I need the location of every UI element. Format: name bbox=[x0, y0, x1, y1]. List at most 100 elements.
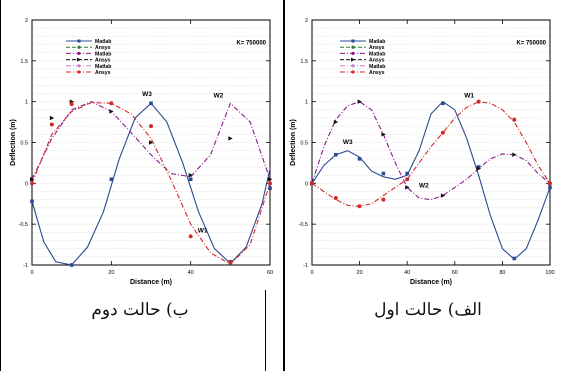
legend-label: Ansys bbox=[95, 70, 111, 76]
k-annotation: K= 750000 bbox=[516, 41, 546, 47]
data-point-marker bbox=[405, 177, 410, 182]
y-tick-label: -1 bbox=[23, 263, 28, 269]
data-point-marker bbox=[333, 119, 339, 125]
data-point-marker bbox=[512, 256, 517, 261]
y-axis-label: Deflection (m) bbox=[10, 119, 17, 166]
y-tick-label: -0.5 bbox=[19, 222, 28, 228]
legend-label: Ansys bbox=[369, 45, 385, 51]
caption-right: الف) حالت اول bbox=[374, 300, 482, 320]
left-caption-box-right-edge bbox=[265, 290, 266, 371]
data-point-marker bbox=[188, 177, 193, 182]
x-tick-label: 40 bbox=[188, 270, 194, 276]
y-axis-label: Deflection (m) bbox=[290, 119, 297, 166]
caption-left: ب) حالت دوم bbox=[91, 300, 189, 320]
data-point-marker bbox=[476, 165, 481, 169]
data-point-marker bbox=[30, 199, 34, 204]
y-tick-label: 0.5 bbox=[300, 141, 308, 147]
y-tick-label: 2 bbox=[305, 18, 308, 24]
data-point-marker bbox=[268, 186, 272, 191]
data-point-marker bbox=[334, 152, 338, 157]
y-tick-label: 1 bbox=[305, 100, 308, 106]
data-point-marker bbox=[188, 172, 194, 178]
series-line-2 bbox=[31, 101, 271, 180]
data-point-marker bbox=[109, 177, 114, 182]
data-point-marker bbox=[357, 204, 362, 209]
data-point-marker bbox=[333, 196, 338, 201]
x-tick-label: 20 bbox=[108, 270, 114, 276]
y-tick-label: 2 bbox=[25, 18, 28, 24]
data-point-marker bbox=[476, 166, 481, 171]
data-point-marker bbox=[228, 260, 233, 265]
mode-label: W1 bbox=[198, 227, 208, 234]
data-point-marker bbox=[476, 99, 481, 104]
data-point-marker bbox=[548, 185, 552, 190]
data-point-marker bbox=[440, 193, 446, 198]
data-point-marker bbox=[149, 101, 153, 106]
y-tick-label: -1 bbox=[303, 263, 308, 269]
data-point-marker bbox=[405, 185, 410, 190]
data-point-marker bbox=[381, 197, 386, 202]
legend-label: Matlab bbox=[95, 39, 111, 45]
legend-marker bbox=[77, 70, 81, 74]
series-line-2 bbox=[311, 101, 551, 201]
legend-label: Matlab bbox=[95, 64, 111, 70]
data-point-marker bbox=[512, 117, 517, 122]
legend-label: Ansys bbox=[369, 70, 385, 76]
legend-label: Matlab bbox=[369, 39, 385, 45]
x-tick-label: 60 bbox=[452, 270, 458, 276]
x-tick-label: 20 bbox=[357, 270, 363, 276]
data-point-marker bbox=[441, 101, 445, 106]
data-point-marker bbox=[109, 101, 114, 106]
data-point-marker bbox=[69, 102, 74, 107]
legend-marker bbox=[351, 39, 355, 43]
data-point-marker bbox=[30, 177, 35, 182]
legend-label: Ansys bbox=[369, 58, 385, 64]
legend-marker bbox=[77, 57, 81, 62]
mode-label: W3 bbox=[142, 91, 152, 98]
data-point-marker bbox=[49, 115, 55, 121]
legend-label: Ansys bbox=[95, 58, 111, 64]
data-point-marker bbox=[381, 171, 386, 176]
data-point-marker bbox=[405, 171, 409, 176]
data-point-marker bbox=[440, 130, 445, 135]
legend-marker bbox=[351, 45, 355, 49]
x-tick-label: 40 bbox=[404, 270, 410, 276]
mode-label: W2 bbox=[419, 182, 429, 189]
data-point-marker bbox=[149, 124, 153, 129]
legend-marker bbox=[351, 64, 355, 68]
data-point-marker bbox=[268, 181, 272, 186]
y-tick-label: -0.5 bbox=[299, 222, 308, 228]
legend-label: Matlab bbox=[95, 51, 111, 57]
frame-left-border bbox=[0, 0, 1, 371]
data-point-marker bbox=[30, 181, 34, 186]
y-tick-label: 0 bbox=[25, 181, 28, 187]
data-point-marker bbox=[49, 122, 54, 127]
legend-label: Ansys bbox=[95, 45, 111, 51]
data-point-marker bbox=[268, 177, 273, 182]
y-tick-label: 1.5 bbox=[20, 59, 28, 65]
x-tick-label: 100 bbox=[545, 270, 554, 276]
data-point-marker bbox=[310, 181, 314, 186]
data-point-marker bbox=[188, 234, 193, 239]
panel-divider bbox=[283, 0, 285, 371]
legend-marker bbox=[77, 45, 81, 49]
legend-marker bbox=[351, 57, 355, 62]
x-axis-label: Distance (m) bbox=[410, 279, 452, 286]
data-point-marker bbox=[228, 136, 233, 141]
series-line-1 bbox=[311, 100, 551, 261]
data-point-marker bbox=[357, 99, 362, 104]
y-tick-label: 0 bbox=[305, 181, 308, 187]
data-point-marker bbox=[109, 109, 114, 114]
mode-label: W2 bbox=[214, 93, 224, 100]
data-point-marker bbox=[149, 140, 154, 145]
series-line-3 bbox=[311, 101, 551, 207]
data-point-marker bbox=[548, 181, 552, 186]
legend-label: Matlab bbox=[369, 64, 385, 70]
legend-marker bbox=[77, 51, 81, 56]
x-tick-label: 0 bbox=[30, 270, 33, 276]
mode-label: W1 bbox=[464, 93, 474, 100]
x-tick-label: 80 bbox=[499, 270, 505, 276]
data-point-marker bbox=[357, 157, 362, 161]
